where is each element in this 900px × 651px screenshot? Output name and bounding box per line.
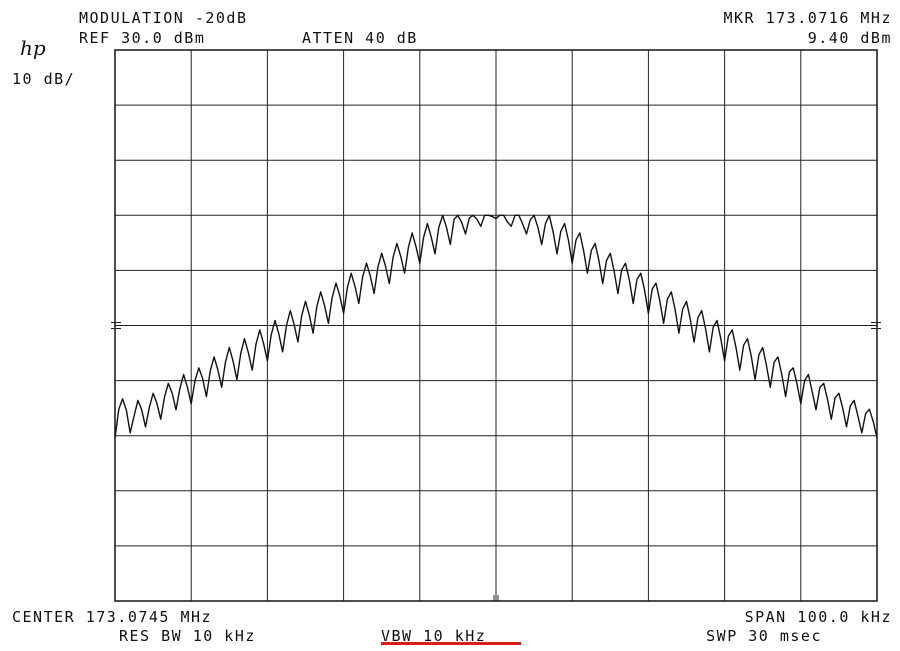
scale-per-division: 10 dB/ [12, 70, 76, 88]
graticule [114, 49, 878, 602]
center-frequency: CENTER 173.0745 MHz [12, 608, 213, 626]
attenuation: ATTEN 40 dB [302, 29, 418, 47]
modulation-title: MODULATION -20dB [79, 9, 248, 27]
sweep-time: SWP 30 msec [706, 627, 822, 645]
frequency-span: SPAN 100.0 kHz [744, 608, 892, 626]
marker-frequency: MKR 173.0716 MHz [723, 9, 892, 27]
hp-logo: hp [20, 36, 46, 60]
center-ticks [111, 322, 881, 601]
spectrum-trace [114, 214, 878, 439]
marker-level: 9.40 dBm [807, 29, 892, 47]
video-bandwidth: VBW 10 kHz [381, 627, 487, 645]
resolution-bandwidth: RES BW 10 kHz [119, 627, 256, 645]
reference-level: REF 30.0 dBm [79, 29, 206, 47]
vbw-highlight-underline [381, 642, 521, 645]
